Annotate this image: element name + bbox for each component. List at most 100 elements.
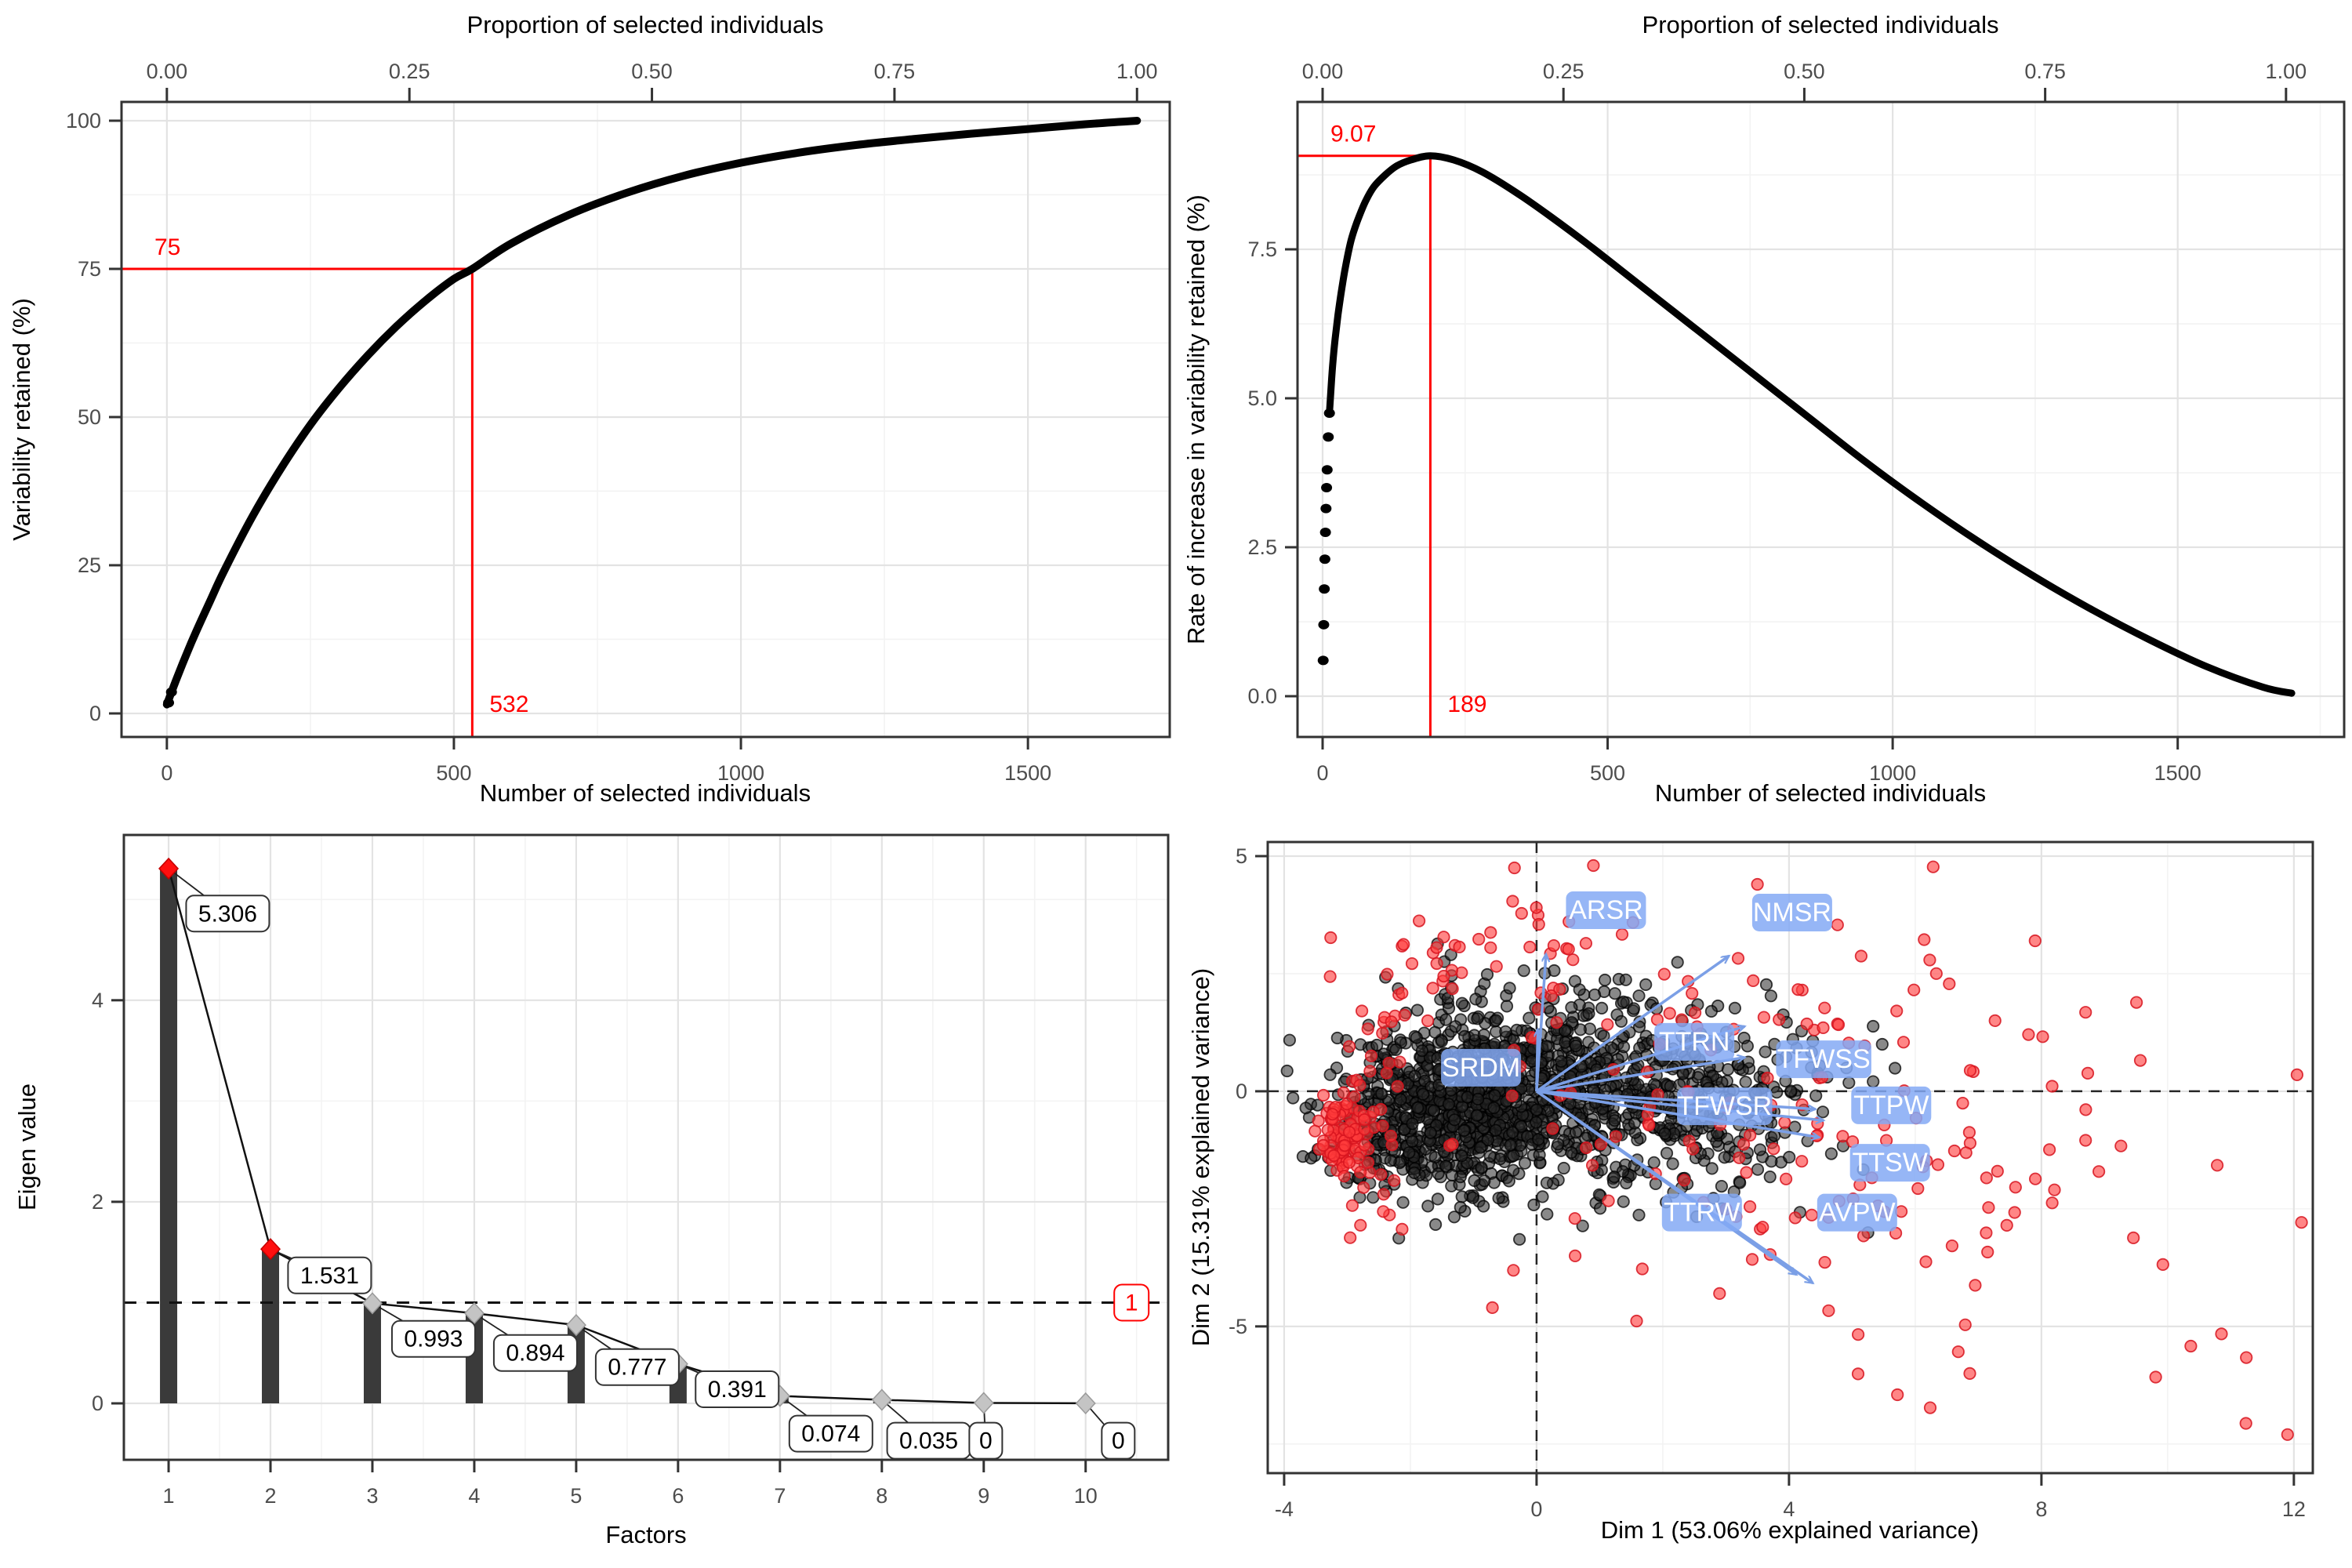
curve-start-dot	[1320, 503, 1332, 514]
x-tick-label: 0	[1530, 1497, 1542, 1521]
x-tick-label: 9	[978, 1484, 989, 1508]
eigenvalue-labels: 5.306 1.531 0.993 0.894 0.777 0.391 0.074 0.035…	[185, 895, 1136, 1460]
y-tick-label: 100	[66, 109, 101, 132]
y-tick-label: 2.5	[1247, 535, 1277, 559]
threshold-label-box	[1113, 1283, 1150, 1322]
x-tick-label: 0	[161, 761, 172, 785]
x-tick-label: 500	[1590, 761, 1625, 785]
top-tick-label: 1.00	[1116, 60, 1158, 83]
curve-start-dot	[1319, 554, 1330, 564]
y-tick-label: 0	[92, 1392, 103, 1415]
y-axis: 0 25 50 75 100	[66, 109, 122, 725]
panel-border	[122, 833, 1170, 1461]
top-tick-label: 0.75	[874, 60, 916, 83]
diamond-marker-gray	[463, 1301, 485, 1325]
data-curve	[162, 117, 1142, 709]
x-tick-label: 5	[570, 1484, 582, 1508]
svg-text:0.894: 0.894	[506, 1341, 564, 1367]
diamond-marker-gray	[361, 1292, 383, 1315]
y-tick-label: 7.5	[1247, 238, 1277, 261]
x-tick-label: 1000	[1869, 761, 1916, 785]
x-tick-label: 1500	[2154, 761, 2201, 785]
curve-start-dot	[1317, 655, 1329, 666]
curve-start-dot	[1319, 528, 1331, 538]
top-proportion-axis: 0.00 0.25 0.50 0.75 1.00	[1302, 60, 2307, 102]
label-box-tfwsr	[1677, 1087, 1773, 1126]
y-axis: 0 2 4	[92, 989, 124, 1415]
data-curve	[1326, 152, 2296, 697]
label-text-avpw: AVPW	[1819, 1198, 1896, 1228]
top-tick-label: 0.25	[1543, 60, 1584, 83]
curve-start-dot	[163, 698, 175, 708]
annotation-x-value: 532	[489, 691, 528, 717]
label-box-nmsr	[1751, 893, 1832, 931]
y-tick-label: 75	[78, 257, 101, 281]
curve-start-dot	[1319, 584, 1330, 594]
gridlines	[1298, 102, 2344, 737]
x-tick-label: 2	[265, 1484, 277, 1508]
x-axis: 1 2 3 4 5 6 7 8 9 10	[163, 1460, 1098, 1508]
x-tick-label: 8	[876, 1484, 887, 1508]
annotation-y-value: 75	[154, 234, 180, 260]
y-tick-label: 5	[1236, 844, 1247, 868]
diamond-marker-gray	[871, 1388, 892, 1411]
panel-border	[1266, 840, 2314, 1475]
label-text-arsr: ARSR	[1569, 895, 1642, 925]
diamond-marker-red	[260, 1238, 281, 1261]
y-tick-label: 25	[78, 554, 101, 577]
arrow-nmsr	[1535, 954, 1730, 1093]
panel-scree-plot: 1 2 3 4 5 6 7 8 9 100245.3061.5310.9930.8940.7770…	[13, 833, 1170, 1548]
annotation-lines: 9.07 189	[1298, 122, 1486, 737]
y-axis-title: Variability retained (%)	[8, 298, 35, 541]
svg-text:0.777: 0.777	[608, 1355, 666, 1381]
arrow-tfwss	[1536, 1058, 1745, 1093]
label-text-tfwsr: TFWSR	[1677, 1091, 1772, 1121]
y-tick-label: 0	[89, 702, 101, 725]
svg-text:0.074: 0.074	[801, 1421, 860, 1447]
y-axis-title: Dim 2 (15.31% explained variance)	[1187, 968, 1214, 1346]
chart-layer: 0.00 0.25 0.50 0.75 1.00 0 500 1000 1500 0 25 50 75 1…	[66, 60, 1171, 785]
label-box-tfwss	[1776, 1040, 1871, 1079]
y-axis-title: Eigen value	[13, 1083, 41, 1210]
arrow-arsr	[1535, 954, 1546, 1092]
label-box-ttrw	[1661, 1193, 1742, 1232]
x-tick-label: 1	[163, 1484, 175, 1508]
label-text-tfwss: TFWSS	[1777, 1044, 1871, 1074]
chart-layer: 1 2 3 4 5 6 7 8 9 100245.3061.5310.9930.8940.7770…	[92, 833, 1170, 1508]
x-tick-label: 12	[2282, 1497, 2306, 1521]
svg-text:0: 0	[1112, 1428, 1125, 1454]
top-axis-title: Proportion of selected individuals	[1642, 11, 1999, 38]
label-text-ttpw: TTPW	[1853, 1091, 1929, 1120]
x-axis: 0 500 1000 1500	[161, 737, 1051, 785]
threshold-label: 1	[1125, 1290, 1138, 1316]
diamond-marker-gray	[1075, 1392, 1096, 1415]
y-tick-label: 2	[92, 1190, 103, 1214]
label-text-nmsr: NMSR	[1753, 898, 1831, 927]
y-tick-label: 4	[92, 989, 103, 1012]
svg-text:0.391: 0.391	[708, 1377, 767, 1403]
curve-start-dot	[1323, 432, 1334, 442]
arrow-avpw	[1535, 1090, 1813, 1285]
label-box-ttpw	[1851, 1086, 1932, 1124]
top-tick-label: 0.25	[389, 60, 430, 83]
x-tick-label: -4	[1275, 1497, 1294, 1521]
label-text-ttrn: TTRN	[1659, 1027, 1730, 1057]
x-axis-title: Number of selected individuals	[1655, 779, 1986, 807]
label-box-arsr	[1566, 891, 1646, 929]
chart-layer: 0.00 0.25 0.50 0.75 1.00 0 500 1000 1500 0.0 2.5 5.…	[1247, 60, 2346, 785]
label-box-srdm	[1441, 1048, 1522, 1087]
label-box-ttrn	[1654, 1022, 1735, 1061]
x-tick-label: 8	[2035, 1497, 2047, 1521]
x-axis-title: Dim 1 (53.06% explained variance)	[1601, 1516, 1979, 1544]
svg-text:0.035: 0.035	[899, 1428, 958, 1454]
y-tick-label: 0.0	[1247, 684, 1277, 708]
diamond-marker-red	[158, 857, 180, 880]
x-tick-label: 7	[774, 1484, 786, 1508]
x-tick-label: 3	[366, 1484, 378, 1508]
annotation-lines: 75 532	[122, 234, 528, 737]
y-axis-title: Rate of increase in variability retained…	[1182, 194, 1210, 644]
label-text-srdm: SRDM	[1442, 1053, 1520, 1083]
